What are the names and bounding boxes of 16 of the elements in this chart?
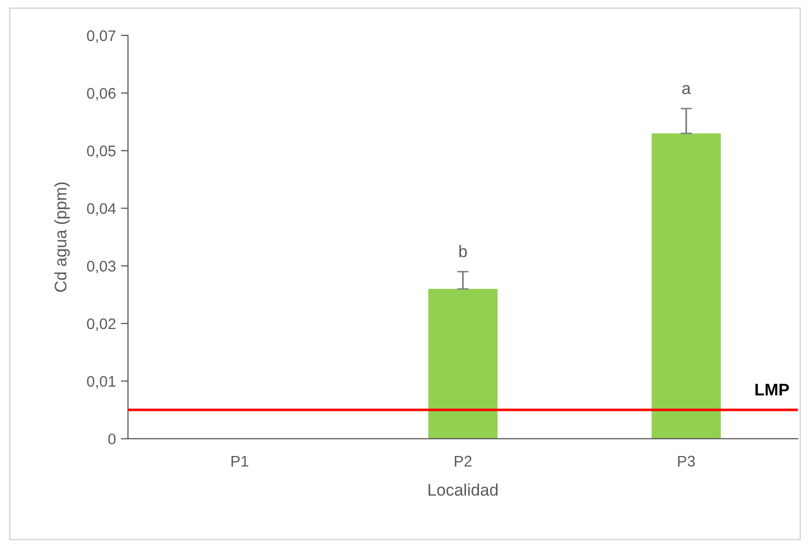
x-tick-label: P2	[454, 456, 472, 466]
y-tick-label: 0,07	[87, 30, 116, 43]
y-tick-label: 0,05	[87, 146, 116, 158]
y-tick-label: 0,01	[87, 376, 116, 389]
annotation: a	[682, 85, 691, 94]
y-tick-label: 0,06	[87, 88, 116, 101]
x-tick-label: P3	[678, 456, 695, 467]
y-axis-title: Cd agua (ppm)	[54, 182, 70, 292]
x-axis-title: Localidad	[428, 484, 498, 496]
annotation: b	[459, 244, 467, 258]
y-tick-label: 0,04	[87, 203, 116, 216]
y-tick-label: 0	[108, 434, 116, 444]
ref-line-label: LMP	[755, 384, 789, 396]
x-tick-label: P1	[232, 456, 248, 466]
y-tick-label: 0,03	[87, 260, 116, 274]
y-tick-label: 0,02	[87, 318, 116, 331]
